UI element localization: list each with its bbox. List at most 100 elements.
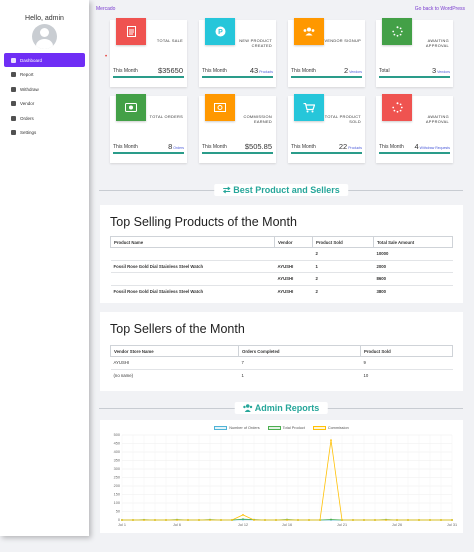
withdraw-icon xyxy=(11,86,16,92)
card-period: This Month xyxy=(291,144,316,150)
card-period: This Month xyxy=(202,68,227,74)
data-point xyxy=(297,519,299,521)
top-sellers-title: Top Sellers of the Month xyxy=(110,322,245,336)
avatar xyxy=(32,24,57,49)
top-products-title: Top Selling Products of the Month xyxy=(110,215,297,229)
column-header: Product Sold xyxy=(312,236,374,248)
card-title: AWAITING APPROVAL xyxy=(425,38,449,49)
reports-section-header: Admin Reports xyxy=(99,402,463,414)
users-icon xyxy=(243,404,253,412)
cash-icon xyxy=(205,94,235,121)
card-value: 3Vendors xyxy=(431,66,450,75)
sidebar-item-label: Settings xyxy=(20,130,37,135)
sidebar-item-withdraw[interactable]: Withdraw xyxy=(4,82,85,96)
x-tick-label: Jul 16 xyxy=(282,523,292,527)
data-point xyxy=(176,519,178,521)
table-row: (no name) 1 10 xyxy=(110,368,453,382)
stat-card-awaiting-vendors: AWAITING APPROVAL Total 3Vendors xyxy=(376,18,453,87)
orders-icon xyxy=(11,115,16,121)
top-products-table: Product Name Vendor Product Sold Total S… xyxy=(110,236,453,298)
data-point xyxy=(187,519,189,521)
data-point xyxy=(330,518,332,521)
y-tick-label: 0 xyxy=(118,518,120,522)
table-row: AYUSHI 2 8600 xyxy=(110,272,453,285)
card-title: NEW PRODUCT CREATED xyxy=(239,38,272,49)
x-tick-label: Jul 21 xyxy=(337,523,347,527)
column-header: Product Sold xyxy=(360,345,453,357)
stat-card-new-product: P NEW PRODUCT CREATED This Month 43Produ… xyxy=(199,18,276,87)
data-point xyxy=(286,519,288,521)
stat-card-vendor-signup: VENDOR SIGNUP This Month 2Vendors xyxy=(288,18,365,87)
card-title: TOTAL SALE xyxy=(156,38,183,43)
sidebar-item-label: Report xyxy=(20,72,34,77)
data-point xyxy=(352,519,354,521)
card-bar xyxy=(113,152,184,154)
column-header: Vendor xyxy=(274,236,313,248)
y-tick-label: 250 xyxy=(114,476,120,480)
card-period: This Month xyxy=(202,144,227,150)
data-point xyxy=(165,519,167,521)
data-point xyxy=(440,519,442,521)
sidebar-item-orders[interactable]: Orders xyxy=(4,111,85,125)
y-tick-label: 400 xyxy=(114,450,120,454)
data-point xyxy=(429,519,431,521)
document-icon xyxy=(116,18,146,45)
card-bar xyxy=(202,76,273,78)
card-value: 22Products xyxy=(338,142,362,151)
sidebar-item-dashboard[interactable]: Dashboard xyxy=(4,53,85,67)
cart-icon xyxy=(294,94,324,121)
data-point xyxy=(198,519,200,521)
column-header: Total Sale Amount xyxy=(373,236,453,248)
sidebar-item-settings[interactable]: Settings xyxy=(4,126,85,140)
product-icon: P xyxy=(205,18,235,45)
x-tick-label: Jul 26 xyxy=(392,523,402,527)
card-title: COMMISSION EARNED xyxy=(243,114,272,125)
chart-plot: 0 50 100 150 200 250 300 350 400 450 500 Jul 1 Jul 6… xyxy=(114,433,457,527)
y-tick-label: 300 xyxy=(114,467,120,471)
card-bar xyxy=(202,152,273,154)
sidebar-nav: Dashboard Report Withdraw Vendor Orders … xyxy=(4,53,85,140)
card-value: 43Products xyxy=(249,66,273,75)
data-point xyxy=(154,519,156,521)
table-row: Fossil Rose Gold Dial Stainless Steel Wa… xyxy=(110,284,453,298)
best-section-label: Best Product and Sellers xyxy=(214,184,348,196)
sidebar-item-vendor[interactable]: Vendor xyxy=(4,97,85,111)
stat-card-commission: COMMISSION EARNED This Month $505.85 xyxy=(199,94,276,163)
data-point xyxy=(220,519,222,521)
x-tick-label: Jul 12 xyxy=(238,523,248,527)
settings-icon xyxy=(11,130,16,135)
card-title: AWAITING APPROVAL xyxy=(425,114,449,125)
legend-item-products[interactable]: Total Product xyxy=(267,426,305,430)
card-bar xyxy=(291,152,362,154)
y-tick-label: 100 xyxy=(114,501,120,505)
greeting: Hello, admin xyxy=(25,15,64,22)
data-point xyxy=(253,519,255,521)
svg-text:P: P xyxy=(218,29,223,36)
card-period: This Month xyxy=(113,144,138,150)
y-tick-label: 50 xyxy=(116,510,120,514)
legend-item-orders[interactable]: Number of Orders xyxy=(214,426,260,430)
data-point xyxy=(209,519,211,521)
card-title: TOTAL ORDERS xyxy=(149,114,183,119)
legend-item-commission[interactable]: Commission xyxy=(312,426,349,430)
table-row: AYUSHI 7 9 xyxy=(110,356,453,369)
data-point xyxy=(451,519,453,521)
top-products-panel: Top Selling Products of the Month Produc… xyxy=(100,205,463,303)
wordpress-link[interactable]: Go back to WordPress xyxy=(414,6,465,12)
report-icon xyxy=(11,72,16,77)
x-tick-label: Jul 1 xyxy=(118,523,126,527)
vendor-icon xyxy=(11,101,16,106)
marker-dot: • xyxy=(105,54,108,60)
money-icon xyxy=(116,94,146,121)
data-point xyxy=(231,519,233,521)
card-bar xyxy=(291,76,362,78)
sidebar-item-label: Vendor xyxy=(20,101,35,106)
card-period: This Month xyxy=(291,68,316,74)
site-name-link[interactable]: Mercado xyxy=(96,6,116,12)
column-header: Product Name xyxy=(110,236,275,248)
data-point xyxy=(242,514,244,516)
sidebar-item-report[interactable]: Report xyxy=(4,68,85,82)
card-period: This Month xyxy=(113,68,138,74)
y-tick-label: 450 xyxy=(114,442,120,446)
card-bar xyxy=(113,76,184,78)
